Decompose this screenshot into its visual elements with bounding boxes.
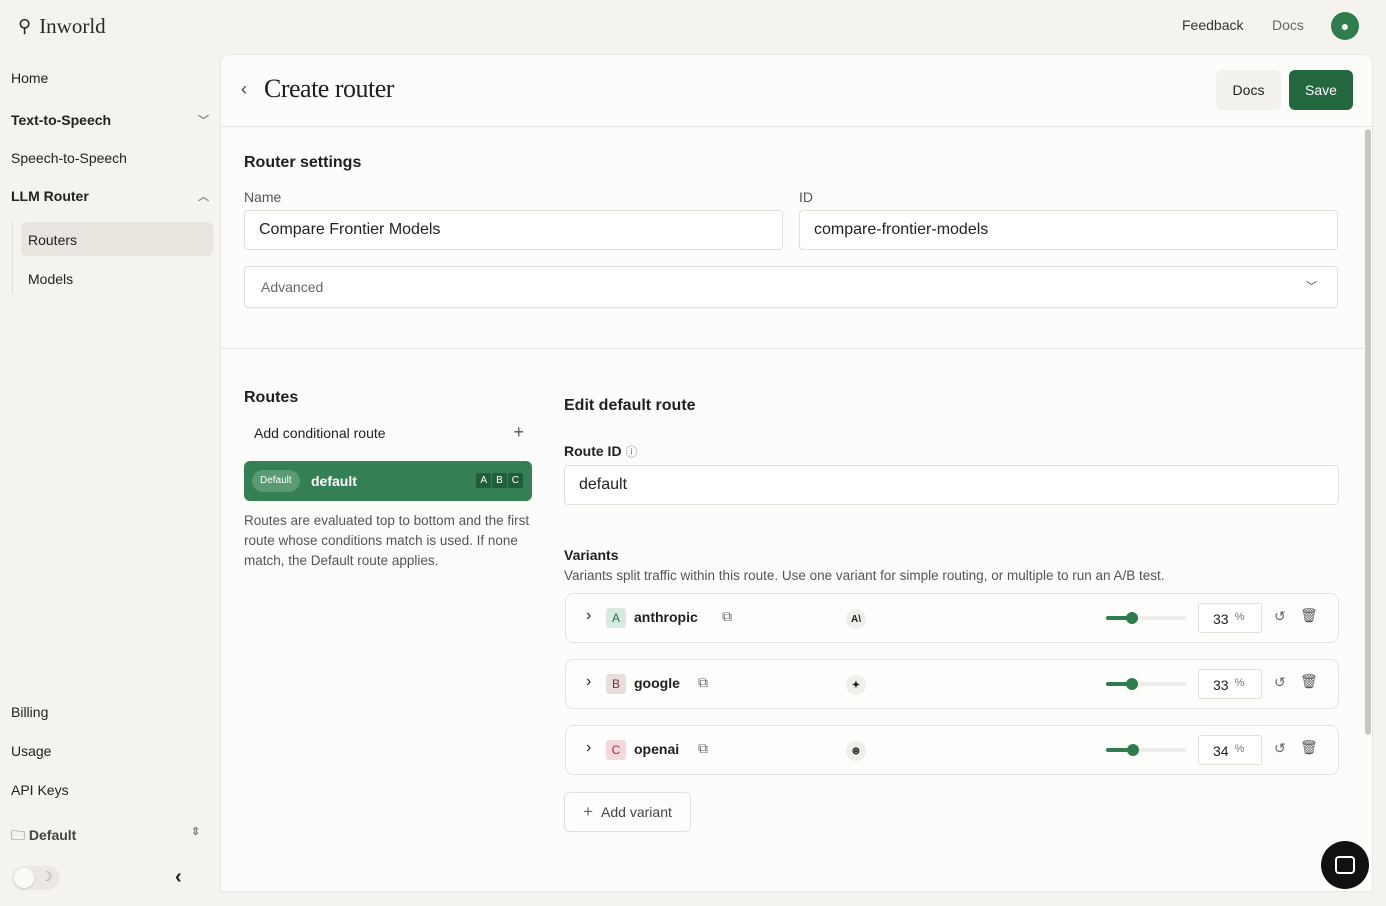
feedback-link[interactable]: Feedback <box>1182 17 1244 33</box>
variant-name: google <box>634 675 680 691</box>
variant-row: › C openai ⧉ ⊛ 34% ↺ 🗑 <box>565 725 1339 775</box>
llm-router-subnav: Routers Models <box>12 222 213 294</box>
routes-help: Routes are evaluated top to bottom and t… <box>244 513 530 568</box>
route-id-input[interactable]: default <box>564 465 1339 505</box>
chat-support-button[interactable] <box>1321 841 1369 889</box>
chevron-updown-icon: ⇕ <box>191 826 201 838</box>
scrollbar[interactable] <box>1365 129 1371 735</box>
back-icon[interactable]: ‹ <box>241 79 247 99</box>
user-icon: ● <box>1340 18 1350 34</box>
copy-icon[interactable]: ⧉ <box>722 608 732 624</box>
id-input[interactable]: compare-frontier-models <box>799 210 1338 250</box>
provider-icon-google: ✦ <box>846 675 866 695</box>
slider-thumb[interactable] <box>1126 612 1138 624</box>
slider-thumb[interactable] <box>1127 744 1139 756</box>
add-conditional-route-button[interactable]: Add conditional route + <box>254 422 524 442</box>
reset-icon[interactable]: ↺ <box>1274 674 1286 690</box>
workspace-selector[interactable]: 🗀 Default ⇕ <box>11 826 201 843</box>
sidebar-item-api-keys[interactable]: API Keys <box>11 782 69 798</box>
reset-icon[interactable]: ↺ <box>1274 740 1286 756</box>
provider-icon-openai: ⊛ <box>846 741 866 761</box>
chevron-down-icon: ﹀ <box>198 115 209 127</box>
variant-row: › B google ⧉ ✦ 33% ↺ 🗑 <box>565 659 1339 709</box>
trash-icon[interactable]: 🗑 <box>1300 739 1318 755</box>
weight-slider[interactable] <box>1106 682 1186 686</box>
avatar[interactable]: ● <box>1331 12 1359 40</box>
plus-icon: + <box>513 422 524 442</box>
save-button[interactable]: Save <box>1289 70 1353 110</box>
provider-icon-anthropic: A\ <box>846 609 866 629</box>
weight-slider[interactable] <box>1106 748 1186 752</box>
default-badge: Default <box>252 470 300 492</box>
reset-icon[interactable]: ↺ <box>1274 608 1286 624</box>
page-title: Create router <box>264 74 394 103</box>
main-panel: ‹ Create router Docs Save Router setting… <box>220 54 1373 892</box>
sidebar-item-routers[interactable]: Routers <box>21 222 213 256</box>
sidebar-item-usage[interactable]: Usage <box>11 743 52 759</box>
collapse-sidebar-icon[interactable]: ‹ <box>175 866 182 888</box>
divider <box>221 348 1364 349</box>
info-icon[interactable]: ⓘ <box>625 445 638 459</box>
sidebar-item-tts[interactable]: Text-to-Speech ﹀ <box>11 112 209 128</box>
edit-route-title: Edit default route <box>564 397 696 414</box>
variant-row: › A anthropic ⧉ A\ 33% ↺ 🗑 <box>565 593 1339 643</box>
chevron-up-icon: ︿ <box>198 191 209 203</box>
slider-thumb[interactable] <box>1126 678 1138 690</box>
variant-name: openai <box>634 741 680 757</box>
add-variant-button[interactable]: + Add variant <box>564 792 691 832</box>
copy-icon[interactable]: ⧉ <box>698 674 708 690</box>
sidebar-item-sts[interactable]: Speech-to-Speech <box>11 150 127 166</box>
sidebar-item-llm-router[interactable]: LLM Router ︿ <box>11 188 209 204</box>
percent-input[interactable]: 34% <box>1198 735 1262 765</box>
chevron-right-icon[interactable]: › <box>586 739 592 756</box>
variants-title: Variants <box>564 547 619 563</box>
name-label: Name <box>244 189 282 205</box>
id-label: ID <box>799 189 813 205</box>
moon-icon: ☽ <box>41 869 53 884</box>
inworld-logo-icon: ⚲ <box>18 16 32 36</box>
percent-input[interactable]: 33% <box>1198 603 1262 633</box>
chevron-down-icon: ﹀ <box>1306 281 1317 293</box>
sidebar-item-billing[interactable]: Billing <box>11 704 49 720</box>
plus-icon: + <box>583 802 594 821</box>
advanced-accordion[interactable]: Advanced ﹀ <box>244 266 1338 308</box>
sidebar-item-home[interactable]: Home <box>11 70 49 86</box>
docs-button[interactable]: Docs <box>1216 70 1281 110</box>
theme-toggle[interactable]: ☽ <box>12 866 60 890</box>
routes-title: Routes <box>244 389 299 406</box>
variant-letter: C <box>606 740 626 760</box>
trash-icon[interactable]: 🗑 <box>1300 607 1318 623</box>
variant-letter: B <box>606 674 626 694</box>
folder-icon: 🗀 <box>11 827 25 843</box>
router-settings-title: Router settings <box>244 154 362 171</box>
chevron-right-icon[interactable]: › <box>586 673 592 690</box>
weight-slider[interactable] <box>1106 616 1186 620</box>
variant-letter: A <box>606 608 626 628</box>
chevron-right-icon[interactable]: › <box>586 607 592 624</box>
slider-fill <box>1106 682 1132 686</box>
route-name: default <box>311 473 357 489</box>
slider-fill <box>1106 616 1132 620</box>
docs-link[interactable]: Docs <box>1272 17 1304 33</box>
percent-input[interactable]: 33% <box>1198 669 1262 699</box>
chat-icon <box>1335 856 1355 874</box>
copy-icon[interactable]: ⧉ <box>698 740 708 756</box>
page-header: ‹ Create router Docs Save <box>221 55 1372 127</box>
name-input[interactable]: Compare Frontier Models <box>244 210 783 250</box>
logo[interactable]: ⚲ Inworld <box>18 14 106 38</box>
route-id-label: Route ID ⓘ <box>564 443 638 459</box>
variants-help: Variants split traffic within this route… <box>564 568 1165 583</box>
slider-fill <box>1106 748 1133 752</box>
variant-name: anthropic <box>634 609 698 625</box>
sidebar-item-models[interactable]: Models <box>28 271 74 287</box>
trash-icon[interactable]: 🗑 <box>1300 673 1318 689</box>
